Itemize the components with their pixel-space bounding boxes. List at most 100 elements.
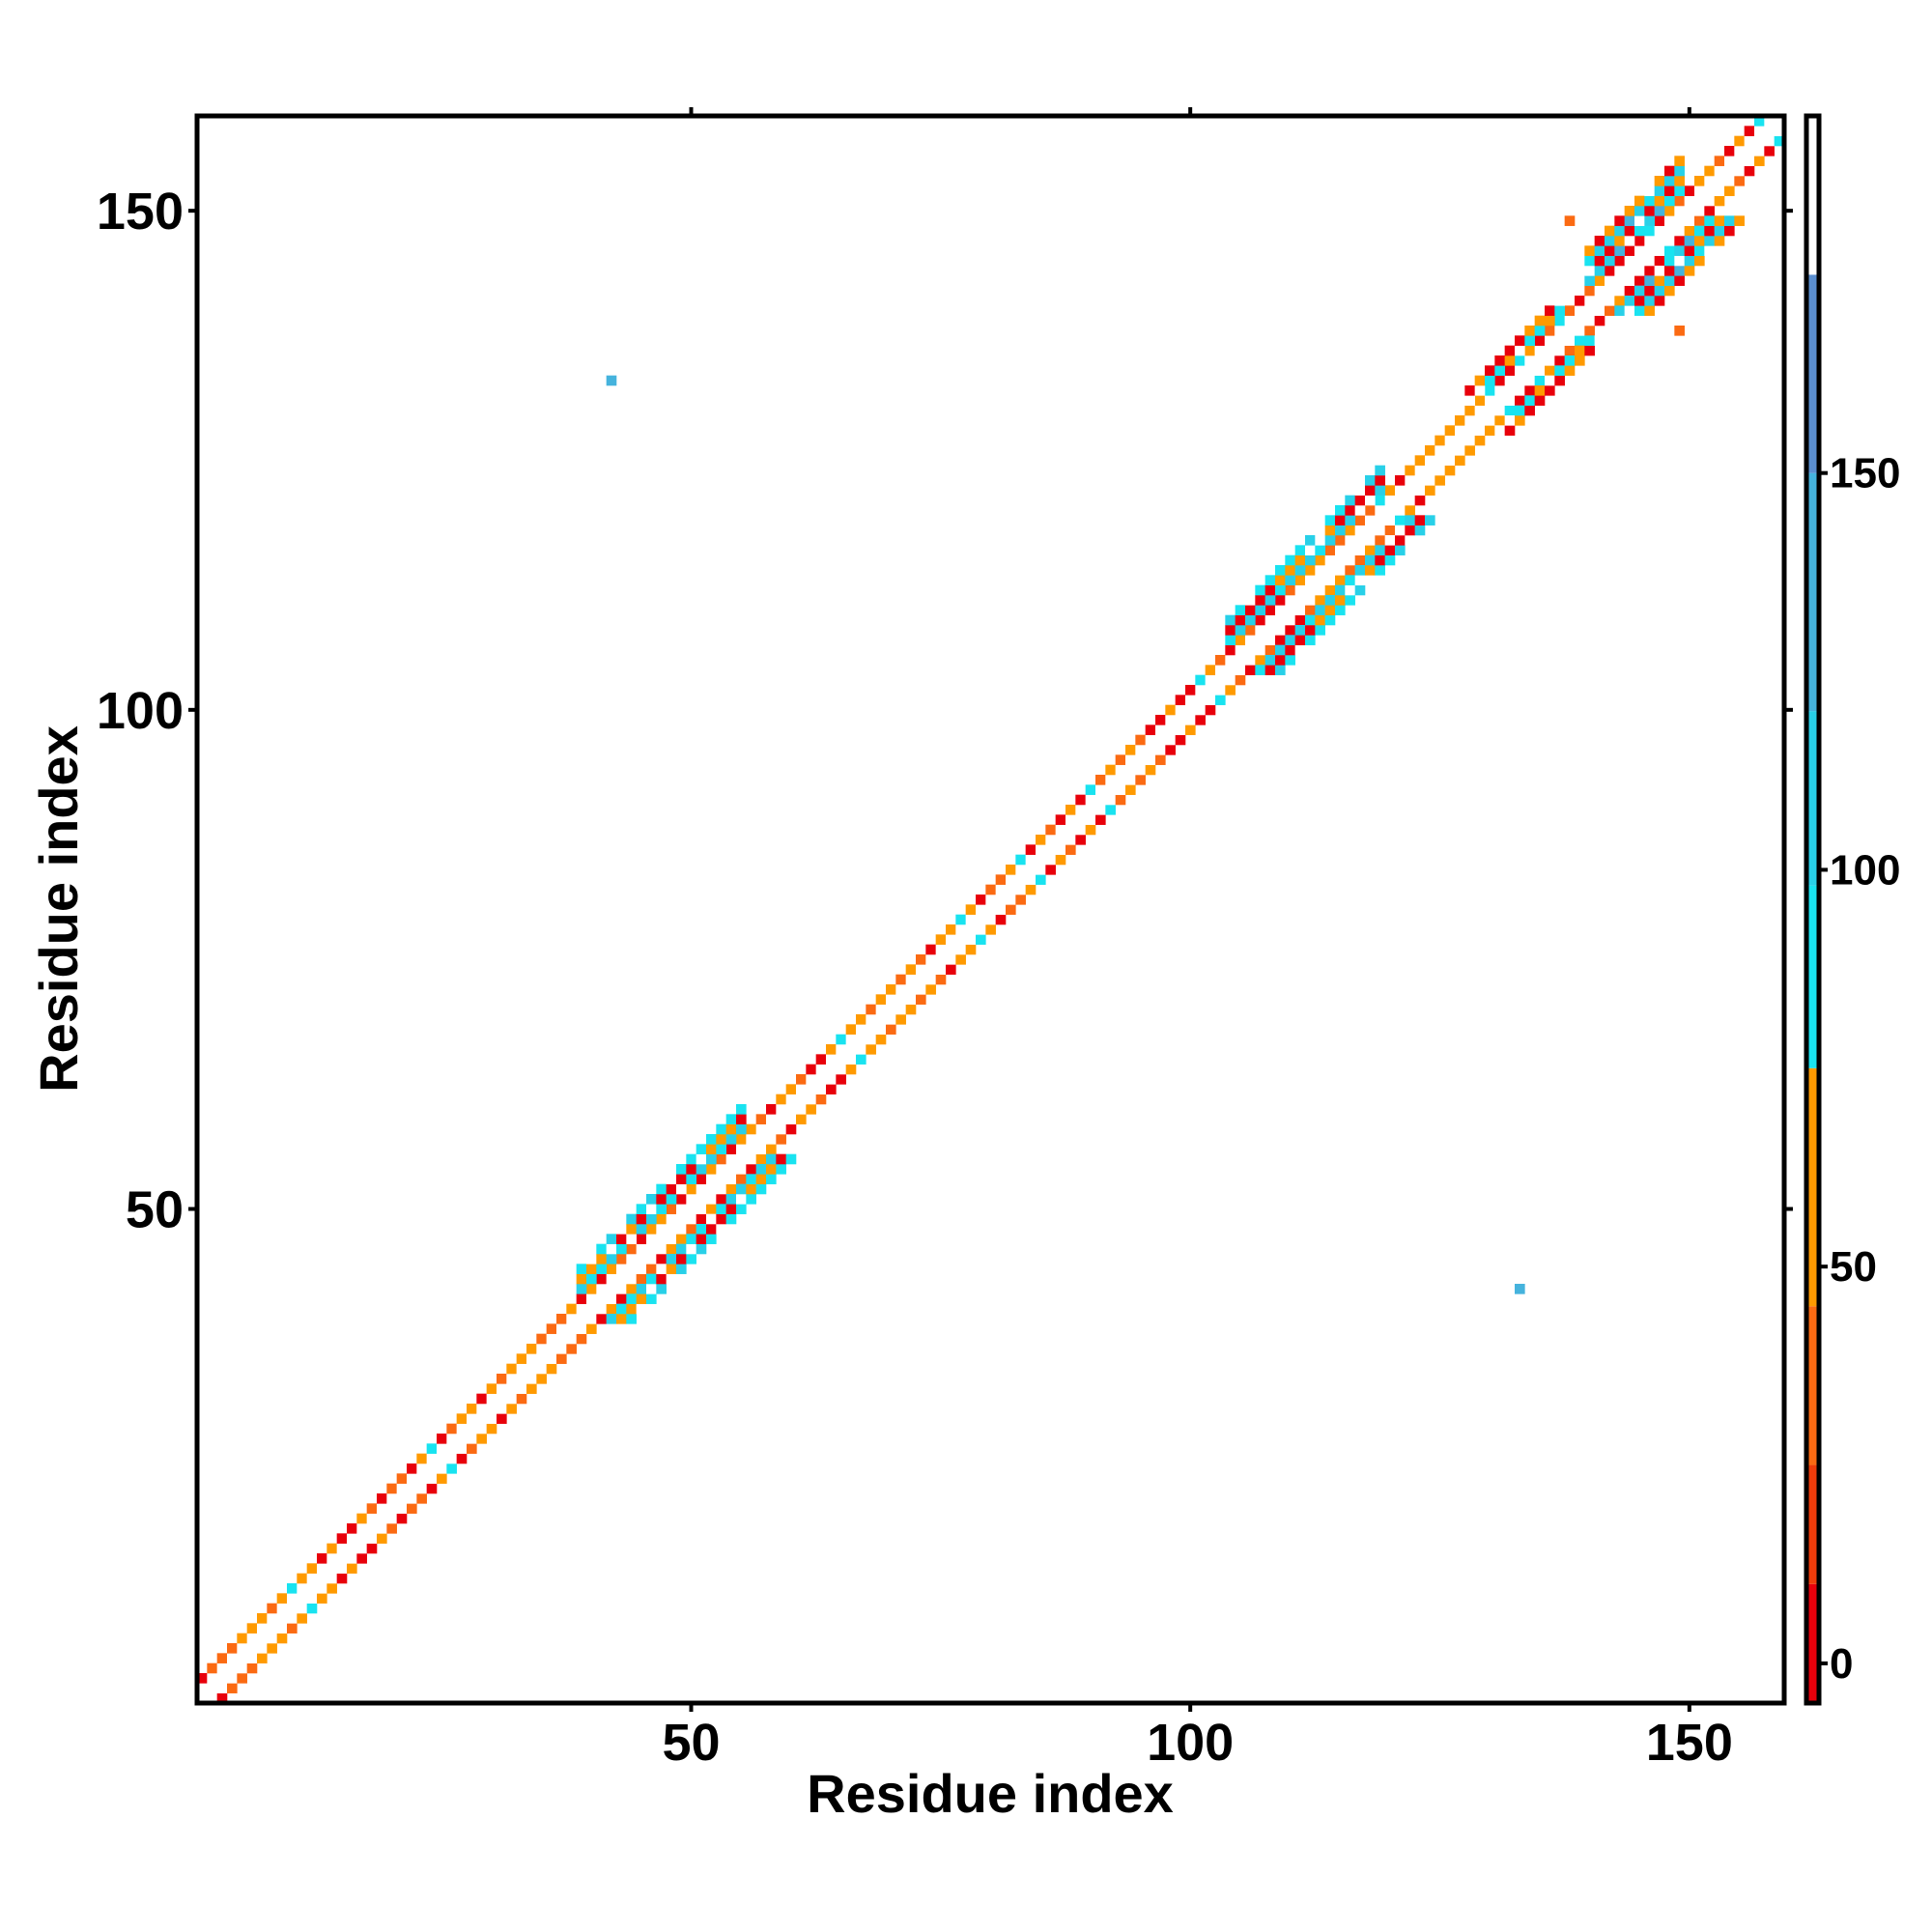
heatmap-cell	[716, 1164, 726, 1175]
heatmap-cell	[1594, 266, 1605, 276]
heatmap-cell	[396, 1513, 408, 1524]
heatmap-cell	[1724, 225, 1735, 237]
heatmap-cell	[1674, 176, 1685, 186]
heatmap-cell	[935, 934, 947, 945]
heatmap-cell	[646, 1273, 657, 1285]
heatmap-cell	[1324, 605, 1336, 615]
heatmap-cell	[257, 1613, 268, 1624]
heatmap-cell	[776, 1164, 786, 1175]
heatmap-cell	[1494, 395, 1505, 406]
heatmap-cell	[1185, 724, 1196, 735]
heatmap-cell	[377, 1523, 387, 1534]
heatmap-cell	[1634, 275, 1645, 286]
heatmap-cell	[1485, 415, 1495, 426]
heatmap-cell	[1724, 185, 1735, 196]
heatmap-cell	[1255, 584, 1265, 596]
heatmap-cell	[267, 1643, 277, 1654]
heatmap-cell	[566, 1323, 577, 1334]
heatmap-cell	[1464, 445, 1475, 456]
heatmap-cell	[1315, 545, 1325, 555]
heatmap-cell	[1664, 275, 1675, 286]
heatmap-cell	[1694, 255, 1705, 267]
heatmap-cell	[1644, 305, 1655, 316]
heatmap-cell	[1674, 255, 1685, 267]
heatmap-cell	[1644, 275, 1655, 286]
heatmap-cell	[1045, 854, 1056, 866]
heatmap-cell	[666, 1273, 677, 1285]
heatmap-cell	[1345, 495, 1355, 506]
heatmap-cell	[746, 1144, 756, 1154]
heatmap-cell	[446, 1423, 457, 1435]
heatmap-cell	[347, 1523, 357, 1534]
heatmap-cell	[1294, 545, 1306, 555]
heatmap-cell	[516, 1383, 527, 1394]
heatmap-cell	[1654, 176, 1665, 186]
heatmap-cell	[1354, 485, 1366, 496]
heatmap-cell	[1205, 674, 1216, 686]
heatmap-cell	[1006, 884, 1016, 895]
heatmap-cell	[1365, 575, 1376, 585]
heatmap-cell	[955, 914, 966, 925]
heatmap-cell	[576, 1314, 587, 1324]
heatmap-cell	[1275, 584, 1286, 596]
heatmap-cell	[1115, 754, 1126, 765]
heatmap-cell	[1055, 854, 1066, 866]
heatmap-cell	[246, 1643, 258, 1654]
heatmap-cell	[1135, 775, 1146, 785]
heatmap-cell	[1684, 225, 1695, 237]
heatmap-cell	[1474, 375, 1486, 386]
heatmap-cell	[706, 1194, 717, 1205]
heatmap-cell	[736, 1194, 747, 1205]
heatmap-cell	[1215, 665, 1226, 675]
heatmap-cell	[1624, 225, 1635, 237]
heatmap-cell	[306, 1573, 318, 1584]
heatmap-cell	[1345, 535, 1355, 546]
heatmap-cell	[686, 1164, 696, 1175]
heatmap-cell	[407, 1463, 417, 1474]
heatmap-cell	[576, 1284, 587, 1294]
heatmap-cell	[1564, 355, 1576, 366]
heatmap-cell	[1245, 644, 1256, 656]
heatmap-cell	[666, 1194, 677, 1205]
heatmap-cell	[1225, 625, 1236, 636]
y-axis-label: Residue index	[28, 725, 89, 1093]
heatmap-cell	[1524, 385, 1535, 396]
heatmap-cell	[506, 1393, 517, 1405]
heatmap-cell	[1275, 625, 1286, 636]
heatmap-cell	[1684, 215, 1695, 226]
heatmap-cell	[366, 1513, 378, 1524]
heatmap-cell	[1594, 315, 1605, 327]
heatmap-cell	[1704, 176, 1715, 186]
heatmap-cell	[306, 1603, 318, 1614]
heatmap-cell	[1354, 545, 1366, 555]
heatmap-cell	[1245, 605, 1256, 615]
heatmap-cell	[1744, 146, 1755, 156]
heatmap-cell	[1264, 605, 1276, 615]
heatmap-cell	[306, 1593, 318, 1604]
heatmap-cell	[736, 1144, 747, 1154]
heatmap-cell	[1674, 165, 1685, 177]
heatmap-cell	[676, 1213, 687, 1225]
heatmap-cell	[297, 1573, 307, 1584]
heatmap-cell	[666, 1234, 677, 1244]
heatmap-cell	[1694, 176, 1705, 186]
heatmap-cell	[1055, 824, 1066, 836]
heatmap-cell	[1644, 185, 1655, 196]
heatmap-cell	[1405, 525, 1415, 536]
colorbar-band	[1806, 274, 1819, 473]
heatmap-cell	[1584, 285, 1595, 297]
heatmap-cell	[626, 1264, 637, 1274]
heatmap-cell	[526, 1374, 537, 1384]
heatmap-cell	[1175, 695, 1186, 705]
heatmap-cell	[1494, 355, 1505, 366]
heatmap-cell	[1245, 655, 1256, 666]
heatmap-cell	[1654, 266, 1665, 276]
heatmap-cell	[1225, 674, 1236, 686]
heatmap-cell	[516, 1374, 527, 1384]
heatmap-cell	[925, 944, 936, 955]
heatmap-cell	[676, 1164, 687, 1175]
heatmap-cell	[1474, 395, 1486, 406]
heatmap-cell	[1105, 784, 1116, 795]
heatmap-cell	[1045, 835, 1056, 845]
heatmap-cell	[327, 1583, 337, 1594]
